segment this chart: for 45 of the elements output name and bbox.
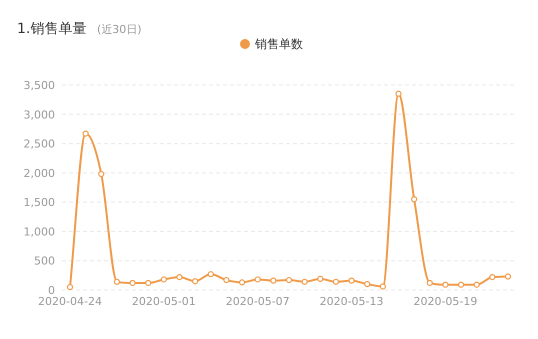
y-tick-label: 0 xyxy=(48,284,55,297)
point xyxy=(286,276,292,284)
point xyxy=(223,276,230,284)
chart-title: 1.销售单量 xyxy=(17,21,86,37)
x-tick-label: 2020-05-01 xyxy=(132,295,196,308)
point xyxy=(66,284,74,290)
point xyxy=(114,278,120,285)
point xyxy=(160,276,167,283)
point xyxy=(489,274,496,280)
point xyxy=(192,278,198,284)
point xyxy=(332,278,340,285)
point xyxy=(474,282,480,288)
point xyxy=(176,274,183,280)
point xyxy=(302,278,308,285)
point xyxy=(145,280,152,286)
x-tick-label: 2020-04-24 xyxy=(38,295,102,308)
legend-label: 销售单数 xyxy=(254,37,303,51)
y-tick-label: 2,000 xyxy=(24,166,55,180)
point xyxy=(458,282,464,288)
point xyxy=(129,280,136,286)
point xyxy=(348,278,355,284)
point xyxy=(426,280,433,286)
y-tick-label: 1,500 xyxy=(24,196,55,210)
point xyxy=(411,196,418,202)
point xyxy=(238,279,246,286)
point xyxy=(208,271,214,278)
point xyxy=(82,130,89,137)
point xyxy=(504,273,512,280)
point xyxy=(380,283,386,290)
y-tick-label: 500 xyxy=(34,254,55,268)
x-tick-label: 2020-05-19 xyxy=(413,295,478,308)
point xyxy=(442,282,449,288)
chart-subtitle: (近30日) xyxy=(97,23,142,36)
point xyxy=(270,278,276,284)
point xyxy=(364,281,370,288)
point xyxy=(98,170,104,178)
point xyxy=(395,90,402,97)
point xyxy=(254,276,261,283)
y-tick-label: 3,000 xyxy=(24,108,55,122)
x-tick-label: 2020-05-07 xyxy=(226,295,290,308)
x-tick-label: 2020-05-13 xyxy=(320,295,384,308)
y-tick-label: 1,000 xyxy=(24,225,55,238)
y-tick-label: 2,500 xyxy=(24,138,55,151)
y-tick-label: 3,500 xyxy=(24,79,55,92)
point xyxy=(317,276,324,282)
